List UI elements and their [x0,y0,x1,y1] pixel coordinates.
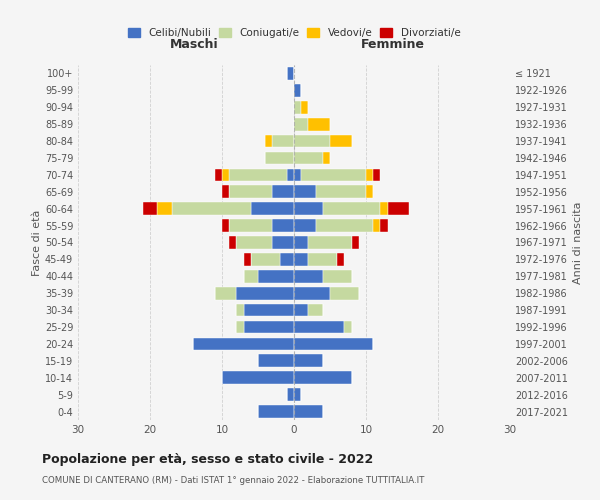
Text: Femmine: Femmine [361,38,425,51]
Bar [244,304,294,316]
Bar [287,67,294,80]
Bar [294,84,301,96]
Bar [244,320,294,334]
Bar [316,186,366,198]
Bar [308,253,337,266]
Bar [236,236,272,249]
Bar [272,236,294,249]
Bar [272,220,294,232]
Bar [272,134,294,147]
Bar [229,220,272,232]
Bar [294,405,323,418]
Bar [294,388,301,401]
Bar [337,253,344,266]
Legend: Celibi/Nubili, Coniugati/e, Vedovi/e, Divorziati/e: Celibi/Nubili, Coniugati/e, Vedovi/e, Di… [124,24,464,42]
Bar [373,168,380,181]
Bar [157,202,172,215]
Bar [323,152,330,164]
Bar [294,118,308,130]
Y-axis label: Fasce di età: Fasce di età [32,210,42,276]
Bar [294,134,330,147]
Bar [301,168,366,181]
Bar [222,186,229,198]
Bar [272,186,294,198]
Bar [316,220,373,232]
Bar [229,236,236,249]
Text: COMUNE DI CANTERANO (RM) - Dati ISTAT 1° gennaio 2022 - Elaborazione TUTTITALIA.: COMUNE DI CANTERANO (RM) - Dati ISTAT 1°… [42,476,424,485]
Bar [330,134,352,147]
Bar [294,220,316,232]
Bar [373,220,380,232]
Bar [308,236,352,249]
Bar [258,270,294,282]
Text: Popolazione per età, sesso e stato civile - 2022: Popolazione per età, sesso e stato civil… [42,452,373,466]
Bar [294,152,323,164]
Bar [294,354,323,367]
Bar [258,354,294,367]
Bar [323,270,352,282]
Bar [366,186,373,198]
Bar [380,202,388,215]
Bar [244,253,251,266]
Bar [229,168,287,181]
Bar [380,220,388,232]
Bar [294,320,344,334]
Bar [344,320,352,334]
Text: Maschi: Maschi [170,38,219,51]
Bar [251,253,280,266]
Bar [265,134,272,147]
Bar [287,388,294,401]
Bar [172,202,251,215]
Bar [215,168,222,181]
Bar [308,118,330,130]
Bar [294,287,330,300]
Bar [222,372,294,384]
Bar [294,372,352,384]
Bar [251,202,294,215]
Bar [287,168,294,181]
Bar [294,270,323,282]
Bar [294,338,373,350]
Bar [236,287,294,300]
Bar [366,168,373,181]
Bar [294,168,301,181]
Bar [323,202,380,215]
Bar [294,253,308,266]
Bar [294,101,301,114]
Bar [222,220,229,232]
Bar [265,152,294,164]
Bar [143,202,157,215]
Bar [330,287,359,300]
Bar [236,320,244,334]
Bar [294,202,323,215]
Bar [229,186,272,198]
Bar [301,101,308,114]
Y-axis label: Anni di nascita: Anni di nascita [574,201,583,284]
Bar [352,236,359,249]
Bar [258,405,294,418]
Bar [388,202,409,215]
Bar [280,253,294,266]
Bar [215,287,236,300]
Bar [308,304,323,316]
Bar [294,186,316,198]
Bar [294,236,308,249]
Bar [193,338,294,350]
Bar [294,304,308,316]
Bar [222,168,229,181]
Bar [236,304,244,316]
Bar [244,270,258,282]
